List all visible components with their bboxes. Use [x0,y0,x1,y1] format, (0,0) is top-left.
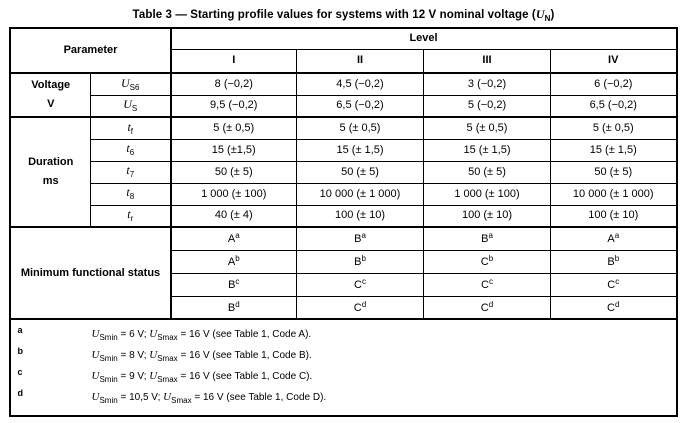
t8-level-1: 1 000 (± 100) [170,182,297,206]
mfs-r3-level-4: Cc [549,272,678,297]
us6-level-1: 8 (−0,2) [170,72,297,96]
table-title-suffix: ) [550,9,555,21]
mfs-r3-level-2: Cc [296,272,424,297]
mfs-r4-level-2: Cd [296,295,424,320]
voltage-group-line2: V [47,98,55,110]
symbol-us6: US6 [89,72,172,96]
tr-level-3: 100 (± 10) [423,204,551,228]
mfs-r1-level-2: Ba [296,226,424,251]
voltage-group-label: Voltage V [9,72,91,118]
t6-level-2: 15 (± 1,5) [296,138,424,162]
t8-level-3: 1 000 (± 100) [423,182,551,206]
mfs-group-label: Minimum functional status [9,226,172,320]
footnote-a-marker: a [17,325,23,335]
t7-level-1: 50 (± 5) [170,160,297,184]
us6-level-2: 4,5 (−0,2) [296,72,424,96]
symbol-t6: t6 [89,138,172,162]
tf-level-2: 5 (± 0,5) [296,116,424,140]
duration-group-line1: Duration [28,156,74,169]
voltage-symbol-un-sub: N [544,14,551,23]
tf-level-4: 5 (± 0,5) [549,116,678,140]
mfs-r2-level-2: Bb [296,249,424,274]
footnote-d-marker: d [17,388,23,398]
symbol-t7: t7 [89,160,172,184]
mfs-r3-level-3: Cc [423,272,551,297]
mfs-r1-level-3: Ba [423,226,551,251]
table-title-text: Table 3 — Starting profile values for sy… [132,9,536,21]
duration-group-label: Duration ms [9,116,91,228]
us-level-2: 6,5 (−0,2) [296,94,424,118]
footnote-d: d USmin = 10,5 V; USmax = 16 V (see Table… [17,388,327,405]
footnote-a: a USmin = 6 V; USmax = 16 V (see Table 1,… [17,325,312,342]
mfs-r2-level-4: Bb [549,249,678,274]
t6-level-4: 15 (± 1,5) [549,138,678,162]
footnotes-cell: a USmin = 6 V; USmax = 16 V (see Table 1,… [9,318,678,417]
tf-level-1: 5 (± 0,5) [170,116,297,140]
us-level-1: 9,5 (−0,2) [170,94,297,118]
tr-level-4: 100 (± 10) [549,204,678,228]
mfs-r4-level-1: Bd [170,295,297,320]
tr-level-1: 40 (± 4) [170,204,297,228]
mfs-r3-level-1: Bc [170,272,297,297]
level-header-cell: Level [169,27,678,50]
us-level-4: 6,5 (−0,2) [549,94,678,118]
t6-level-3: 15 (± 1,5) [423,138,551,162]
parameter-header-cell: Parameter [9,27,172,74]
footnote-c-marker: c [17,367,23,377]
us-level-3: 5 (−0,2) [423,94,551,118]
us6-level-4: 6 (−0,2) [549,72,678,96]
t7-level-4: 50 (± 5) [549,160,678,184]
mfs-r1-level-4: Aa [549,226,678,251]
mfs-r1-level-1: Aa [170,226,297,251]
level-col-header-3: III [423,48,551,74]
t7-level-2: 50 (± 5) [296,160,424,184]
starting-profile-table: Parameter Level I II III IV Voltage V US… [9,27,678,417]
mfs-r2-level-3: Cb [423,249,551,274]
us6-level-3: 3 (−0,2) [423,72,551,96]
voltage-group-line1: Voltage [31,79,71,92]
voltage-symbol-un: U [535,7,545,21]
footnote-b-marker: b [17,346,23,356]
symbol-tr: tr [89,204,172,228]
tf-level-3: 5 (± 0,5) [423,116,551,140]
footnote-b: b USmin = 8 V; USmax = 16 V (see Table 1,… [17,346,312,363]
level-col-header-4: IV [549,48,678,74]
t8-level-4: 10 000 (± 1 000) [549,182,678,206]
level-col-header-1: I [170,48,297,74]
table-title: Table 3 — Starting profile values for sy… [0,7,687,23]
duration-group-line2: ms [42,175,59,187]
level-col-header-2: II [296,48,424,74]
mfs-r2-level-1: Ab [170,249,297,274]
mfs-r4-level-3: Cd [423,295,551,320]
symbol-us: US [89,94,172,118]
symbol-tf: tf [89,116,172,140]
tr-level-2: 100 (± 10) [296,204,424,228]
mfs-r4-level-4: Cd [549,295,678,320]
t7-level-3: 50 (± 5) [423,160,551,184]
footnote-c: c USmin = 9 V; USmax = 16 V (see Table 1,… [17,367,313,384]
t6-level-1: 15 (±1,5) [170,138,297,162]
symbol-t8: t8 [89,182,172,206]
t8-level-2: 10 000 (± 1 000) [296,182,424,206]
